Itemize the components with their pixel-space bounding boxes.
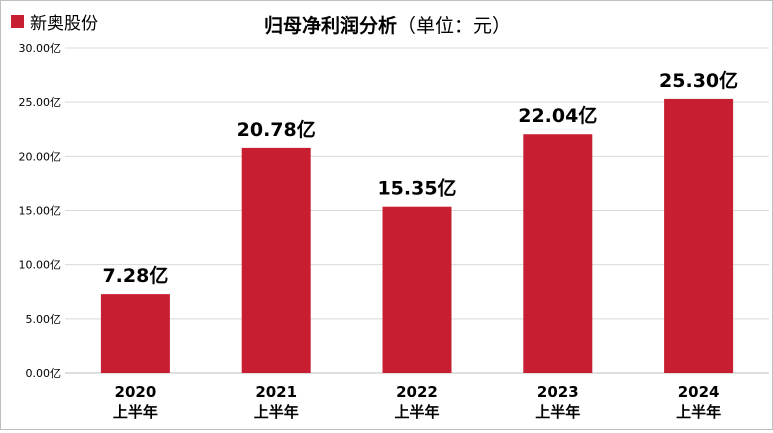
data-label: 7.28亿 — [102, 264, 168, 287]
data-label: 20.78亿 — [237, 118, 316, 141]
x-tick-label-year: 2024 — [678, 383, 720, 401]
chart-title-main: 归母净利润分析 — [263, 15, 397, 37]
y-tick-label: 20.00亿 — [19, 150, 62, 163]
chart-title-unit: （单位：元） — [397, 15, 512, 37]
bar — [100, 294, 170, 373]
legend-label: 新奥股份 — [30, 14, 98, 34]
bar — [382, 206, 452, 373]
x-tick-label-year: 2023 — [537, 383, 579, 401]
legend: 新奥股份 — [11, 9, 98, 34]
x-tick-label-period: 上半年 — [113, 403, 158, 421]
y-tick-label: 0.00亿 — [26, 367, 62, 380]
y-tick-label: 25.00亿 — [19, 96, 62, 109]
bar — [241, 147, 311, 373]
bar — [664, 98, 734, 374]
x-tick-label-period: 上半年 — [676, 403, 721, 421]
data-label: 22.04亿 — [518, 104, 597, 127]
x-tick-label-period: 上半年 — [394, 403, 439, 421]
x-tick-label-period: 上半年 — [254, 403, 299, 421]
x-tick-label-year: 2021 — [255, 383, 297, 401]
y-tick-label: 15.00亿 — [19, 205, 62, 218]
x-tick-label-year: 2022 — [396, 383, 438, 401]
legend-swatch — [11, 15, 24, 28]
data-label: 15.35亿 — [377, 177, 456, 200]
data-label: 25.30亿 — [659, 69, 738, 92]
x-tick-label-year: 2020 — [115, 383, 157, 401]
y-tick-label: 10.00亿 — [19, 259, 62, 272]
bar — [523, 134, 593, 373]
x-tick-label-period: 上半年 — [535, 403, 580, 421]
y-tick-label: 5.00亿 — [26, 313, 62, 326]
chart-title: 归母净利润分析（单位：元） — [1, 11, 773, 38]
y-tick-label: 30.00亿 — [19, 42, 62, 55]
